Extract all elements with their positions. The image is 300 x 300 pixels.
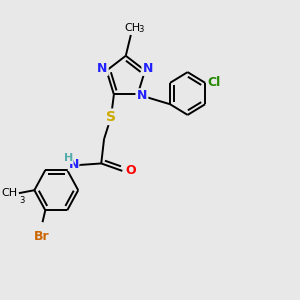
Text: N: N — [97, 62, 107, 75]
Text: CH: CH — [2, 188, 17, 198]
Text: Br: Br — [34, 230, 50, 243]
Text: N: N — [137, 89, 147, 103]
Text: H: H — [64, 153, 73, 164]
Text: N: N — [142, 62, 153, 75]
Text: N: N — [68, 158, 79, 170]
Text: 3: 3 — [139, 26, 144, 34]
Text: Cl: Cl — [207, 76, 220, 89]
Text: S: S — [106, 110, 116, 124]
Text: O: O — [125, 164, 136, 177]
Text: CH: CH — [124, 22, 140, 33]
Text: 3: 3 — [20, 196, 25, 205]
